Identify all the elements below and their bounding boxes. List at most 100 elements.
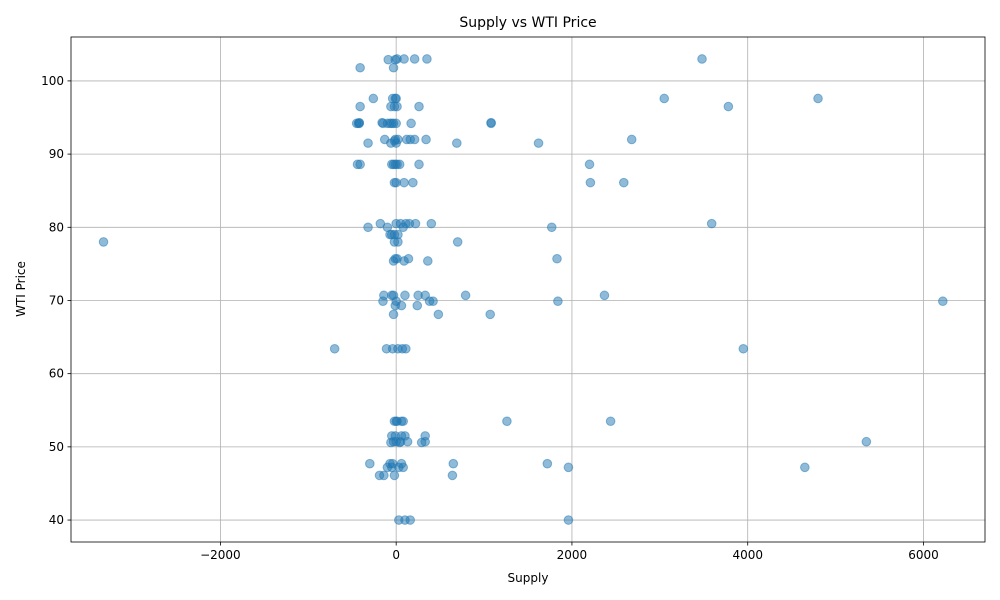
data-point xyxy=(375,218,386,229)
x-tick-label: −2000 xyxy=(200,548,241,562)
data-point xyxy=(563,462,574,473)
data-point xyxy=(363,138,373,148)
data-point xyxy=(387,93,398,104)
y-tick-label: 40 xyxy=(49,513,64,527)
data-point xyxy=(423,256,433,266)
data-point xyxy=(374,470,385,481)
y-axis-label: WTI Price xyxy=(14,261,28,317)
data-points xyxy=(98,54,948,525)
y-tick-label: 80 xyxy=(49,220,64,234)
x-tick-label: 4000 xyxy=(732,548,763,562)
data-point xyxy=(368,93,379,104)
data-point xyxy=(355,101,365,112)
data-point xyxy=(351,118,362,129)
data-point xyxy=(381,343,392,354)
x-axis-ticks: −2000 0 2000 4000 6000 xyxy=(200,542,939,562)
data-point xyxy=(388,62,399,73)
data-point xyxy=(813,93,823,104)
y-tick-label: 100 xyxy=(41,74,64,88)
data-point xyxy=(391,218,401,229)
data-point xyxy=(447,470,458,481)
data-point xyxy=(486,117,496,128)
data-point xyxy=(585,177,596,188)
data-point xyxy=(365,458,375,469)
data-point xyxy=(414,101,424,112)
data-point xyxy=(938,296,948,307)
data-point xyxy=(416,437,427,448)
data-point xyxy=(329,343,340,354)
data-point xyxy=(502,416,512,427)
data-point xyxy=(697,54,707,64)
y-tick-label: 90 xyxy=(49,147,64,161)
data-point xyxy=(861,436,872,447)
plot-area-background xyxy=(71,37,985,542)
data-point xyxy=(723,101,734,112)
data-point xyxy=(389,470,400,481)
data-point xyxy=(383,54,394,65)
plot-frame xyxy=(70,36,986,543)
data-point xyxy=(553,296,563,307)
data-point xyxy=(388,256,399,266)
data-point xyxy=(421,134,431,145)
data-point xyxy=(401,134,412,145)
data-point xyxy=(388,309,399,320)
data-point xyxy=(412,300,423,311)
data-point xyxy=(618,177,629,188)
data-point xyxy=(386,290,397,301)
data-point xyxy=(626,134,637,145)
data-point xyxy=(98,237,109,247)
data-point xyxy=(563,515,574,525)
data-point xyxy=(533,138,544,148)
data-point xyxy=(552,253,562,264)
data-point xyxy=(394,515,404,525)
y-axis-ticks: 40 50 60 70 80 90 100 xyxy=(41,74,71,527)
data-point xyxy=(452,138,462,148)
data-point xyxy=(800,462,810,473)
data-point xyxy=(659,93,670,104)
data-point xyxy=(400,290,410,301)
data-point xyxy=(584,159,595,170)
data-point xyxy=(448,458,459,469)
chart-title: Supply vs WTI Price xyxy=(459,15,596,31)
data-point xyxy=(409,54,420,64)
data-point xyxy=(542,458,553,469)
data-point xyxy=(433,309,444,320)
data-point xyxy=(355,62,365,73)
data-point xyxy=(408,177,418,188)
grid-lines xyxy=(71,37,985,542)
data-point xyxy=(738,343,749,354)
data-point xyxy=(460,290,471,301)
data-point xyxy=(546,222,557,233)
data-point xyxy=(389,416,400,427)
data-point xyxy=(363,222,373,233)
data-point xyxy=(382,462,393,473)
data-point xyxy=(379,134,390,145)
data-point xyxy=(386,159,397,170)
data-point xyxy=(389,177,400,188)
data-point xyxy=(386,437,396,448)
y-tick-label: 60 xyxy=(49,367,64,381)
data-point xyxy=(399,177,409,188)
data-point xyxy=(426,218,437,229)
x-axis-label: Supply xyxy=(508,571,549,585)
x-tick-label: 6000 xyxy=(908,548,939,562)
y-tick-label: 50 xyxy=(49,440,64,454)
data-point xyxy=(386,101,396,112)
data-point xyxy=(422,54,432,64)
data-point xyxy=(413,290,423,301)
x-tick-label: 2000 xyxy=(557,548,588,562)
data-point xyxy=(352,159,363,170)
data-point xyxy=(605,416,616,427)
y-tick-label: 70 xyxy=(49,293,64,307)
data-point xyxy=(706,218,717,229)
data-point xyxy=(414,159,424,170)
data-point xyxy=(378,296,388,307)
data-point xyxy=(406,118,416,129)
data-point xyxy=(485,309,496,320)
data-point xyxy=(377,117,387,128)
data-point xyxy=(390,300,401,311)
x-tick-label: 0 xyxy=(392,548,400,562)
data-point xyxy=(452,237,463,247)
data-point xyxy=(599,290,610,301)
